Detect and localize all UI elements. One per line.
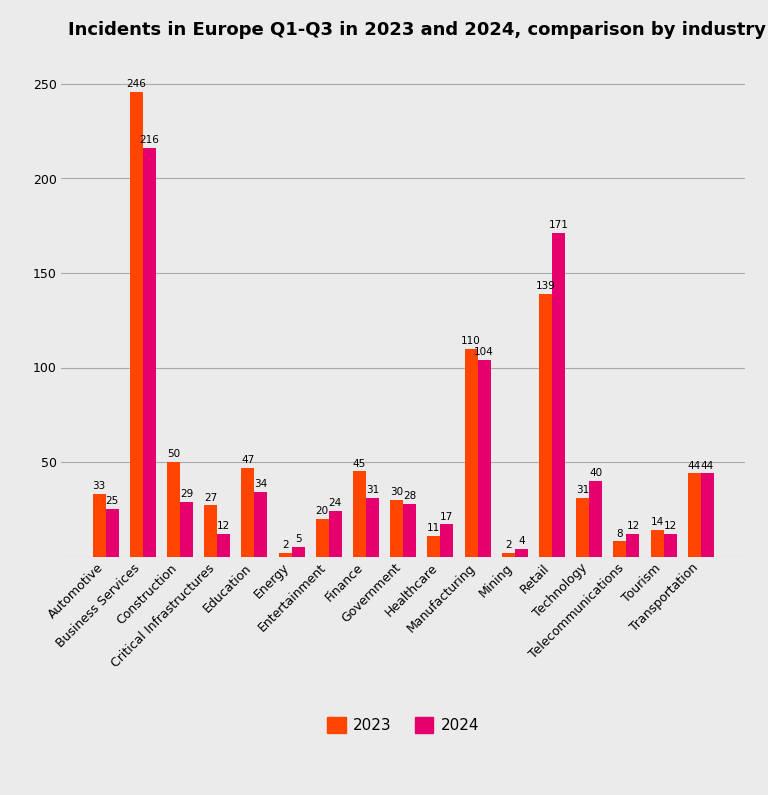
Text: Incidents in Europe Q1-Q3 in 2023 and 2024, comparison by industry: Incidents in Europe Q1-Q3 in 2023 and 20…: [68, 21, 766, 39]
Bar: [254, 492, 267, 556]
Text: 25: 25: [105, 496, 119, 506]
Bar: [105, 510, 118, 556]
Bar: [427, 536, 440, 556]
Text: 12: 12: [627, 521, 640, 531]
Bar: [92, 494, 105, 556]
Text: 12: 12: [664, 521, 677, 531]
Text: 28: 28: [403, 491, 416, 501]
Bar: [279, 553, 292, 556]
Text: 17: 17: [440, 511, 454, 522]
Text: 31: 31: [366, 485, 379, 495]
Text: 171: 171: [548, 220, 568, 231]
Text: 24: 24: [329, 498, 342, 508]
Text: 139: 139: [535, 281, 555, 291]
Bar: [502, 553, 515, 556]
Bar: [627, 533, 640, 556]
Text: 44: 44: [700, 460, 714, 471]
Bar: [664, 533, 677, 556]
Text: 29: 29: [180, 489, 193, 498]
Text: 4: 4: [518, 536, 525, 546]
Bar: [204, 506, 217, 556]
Text: 20: 20: [316, 506, 329, 516]
Bar: [614, 541, 627, 556]
Text: 12: 12: [217, 521, 230, 531]
Bar: [329, 511, 342, 556]
Bar: [576, 498, 589, 556]
Bar: [552, 233, 565, 556]
Bar: [217, 533, 230, 556]
Text: 44: 44: [687, 460, 701, 471]
Bar: [366, 498, 379, 556]
Text: 2: 2: [282, 540, 288, 550]
Text: 34: 34: [254, 479, 267, 490]
Text: 40: 40: [589, 468, 602, 478]
Text: 47: 47: [241, 455, 254, 465]
Bar: [688, 473, 701, 556]
Text: 31: 31: [576, 485, 589, 495]
Bar: [403, 503, 416, 556]
Bar: [167, 462, 180, 556]
Bar: [292, 547, 305, 556]
Bar: [180, 502, 193, 556]
Bar: [589, 481, 602, 556]
Bar: [701, 473, 714, 556]
Bar: [390, 500, 403, 556]
Text: 27: 27: [204, 493, 217, 502]
Text: 104: 104: [475, 347, 494, 357]
Bar: [241, 467, 254, 556]
Text: 5: 5: [295, 534, 301, 545]
Bar: [353, 471, 366, 556]
Text: 45: 45: [353, 459, 366, 468]
Bar: [316, 518, 329, 556]
Text: 246: 246: [126, 79, 146, 89]
Text: 8: 8: [617, 529, 624, 538]
Bar: [515, 549, 528, 556]
Bar: [440, 525, 453, 556]
Text: 11: 11: [427, 523, 441, 533]
Legend: 2023, 2024: 2023, 2024: [321, 711, 485, 739]
Bar: [465, 348, 478, 556]
Bar: [143, 148, 156, 556]
Bar: [130, 91, 143, 556]
Text: 14: 14: [650, 518, 664, 527]
Text: 216: 216: [139, 135, 159, 145]
Text: 110: 110: [462, 335, 481, 346]
Text: 30: 30: [390, 487, 403, 497]
Text: 50: 50: [167, 449, 180, 460]
Bar: [478, 360, 491, 556]
Text: 2: 2: [505, 540, 511, 550]
Bar: [539, 294, 552, 556]
Text: 33: 33: [92, 481, 106, 491]
Bar: [650, 530, 664, 556]
